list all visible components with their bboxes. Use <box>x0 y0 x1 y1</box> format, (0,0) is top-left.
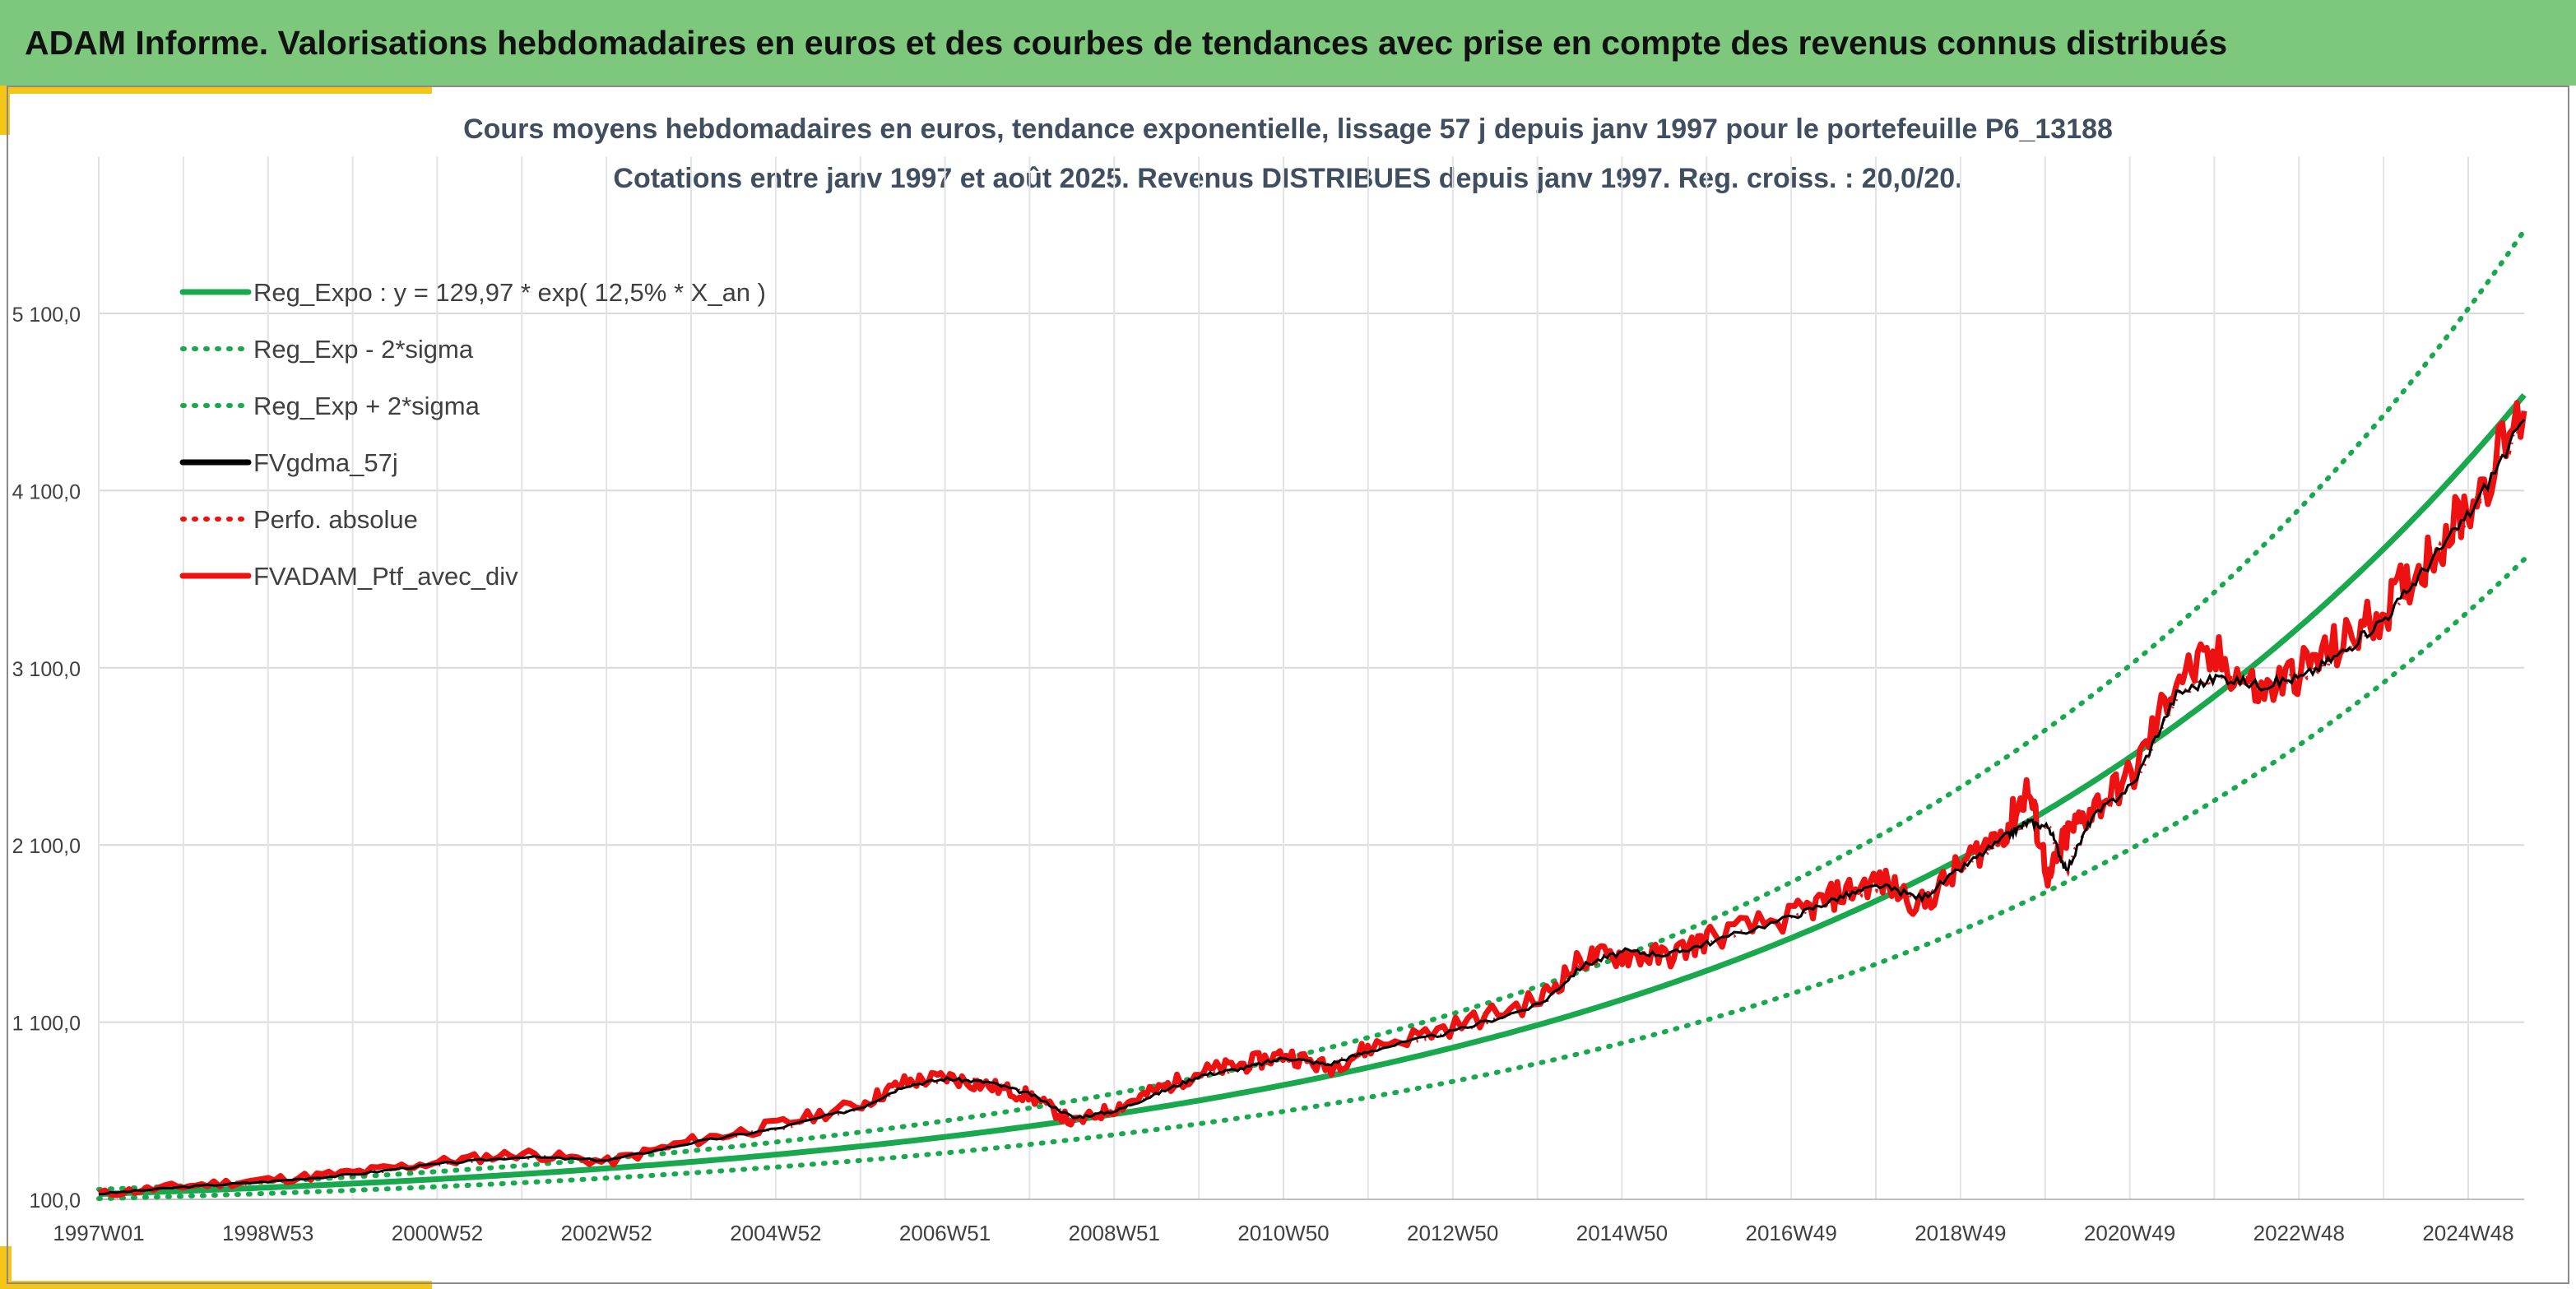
x-tick-label: 2002W52 <box>560 1221 652 1245</box>
x-tick-label: 2000W52 <box>392 1221 483 1245</box>
series-reg-expo <box>98 392 2527 1197</box>
x-tick-label: 2012W50 <box>1407 1221 1498 1245</box>
x-tick-label: 2022W48 <box>2253 1221 2345 1245</box>
y-tick-label: 4 100,0 <box>12 480 81 503</box>
series-reg-exp-minus-2sigma <box>96 557 2527 1202</box>
x-tick-label: 2010W50 <box>1237 1221 1329 1245</box>
legend-label: Perfo. absolue <box>253 505 418 534</box>
legend-label: Reg_Expo : y = 129,97 * exp( 12,5% * X_a… <box>253 278 766 307</box>
x-tick-label: 2006W51 <box>899 1221 991 1245</box>
x-tick-label: 2004W52 <box>730 1221 821 1245</box>
accent-bar-top <box>0 86 432 94</box>
accent-bar-bottom-side <box>0 1246 12 1289</box>
legend-label: Reg_Exp - 2*sigma <box>253 335 474 364</box>
y-tick-label: 2 100,0 <box>12 835 81 858</box>
chart-subtitle: Cotations entre janv 1997 et août 2025. … <box>613 163 1963 194</box>
y-tick-label: 3 100,0 <box>12 658 81 681</box>
series-reg-exp-plus-2sigma <box>96 228 2527 1192</box>
x-tick-label: 2014W50 <box>1576 1221 1668 1245</box>
chart-title: Cours moyens hebdomadaires en euros, ten… <box>463 114 2113 145</box>
series-fvadam-ptf-avec-div <box>97 400 2527 1199</box>
y-tick-label: 5 100,0 <box>12 304 81 327</box>
legend-label: Reg_Exp + 2*sigma <box>253 392 480 420</box>
x-tick-label: 1997W01 <box>53 1221 144 1245</box>
y-tick-label: 1 100,0 <box>12 1013 81 1036</box>
page-title: ADAM Informe. Valorisations hebdomadaire… <box>25 23 2228 62</box>
x-tick-label: 1998W53 <box>222 1221 313 1245</box>
legend-label: FVgdma_57j <box>253 448 398 477</box>
x-tick-label: 2016W49 <box>1745 1221 1836 1245</box>
x-tick-label: 2024W48 <box>2422 1221 2513 1245</box>
x-tick-label: 2008W51 <box>1069 1221 1160 1245</box>
x-tick-label: 2018W49 <box>1915 1221 2006 1245</box>
accent-bar-bottom <box>0 1281 432 1289</box>
series-fvgdma-57j <box>98 419 2526 1196</box>
y-tick-label: 100,0 <box>29 1189 81 1212</box>
legend-label: FVADAM_Ptf_avec_div <box>253 562 518 591</box>
x-tick-label: 2020W49 <box>2084 1221 2175 1245</box>
header-banner: ADAM Informe. Valorisations hebdomadaire… <box>0 0 2576 86</box>
